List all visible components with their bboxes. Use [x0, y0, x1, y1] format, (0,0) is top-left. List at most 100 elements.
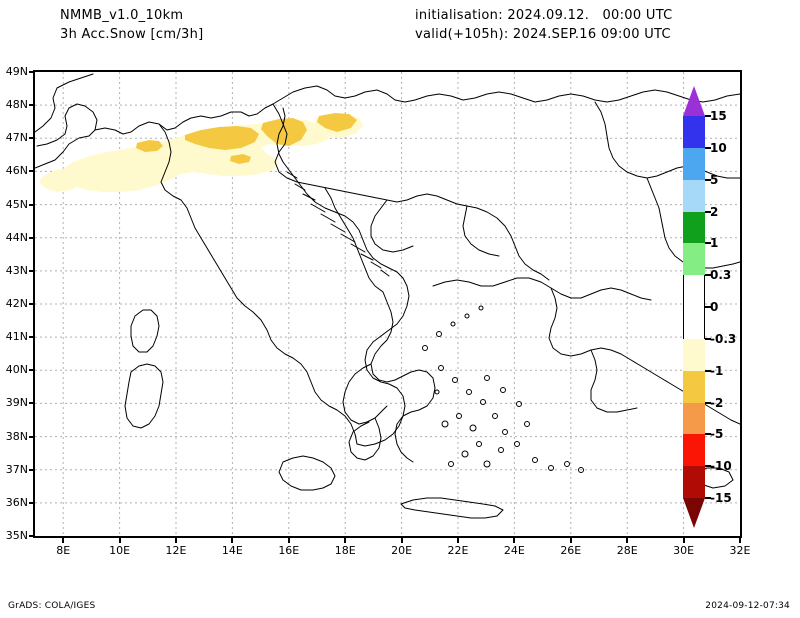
lon-tick-22E: 22E	[447, 544, 469, 557]
lat-tick-48N: 48N	[5, 98, 28, 112]
colorbar-band-9	[683, 402, 705, 435]
colorbar-band-8	[683, 370, 705, 403]
model-name-line: NMMB_v1.0_10km	[60, 8, 184, 23]
colorbar-tick-mark	[705, 369, 711, 372]
snow-core-golden-far-east	[317, 113, 357, 132]
colorbar-label-neg15: -15	[710, 491, 732, 505]
lat-tick-mark	[29, 203, 34, 206]
lat-tick-43N: 43N	[5, 263, 28, 277]
colorbar-label-neg5: -5	[710, 427, 724, 442]
colorbar-band-1	[683, 147, 705, 181]
lon-tick-mark	[287, 538, 290, 543]
lat-tick-mark	[29, 535, 34, 537]
lon-tick-mark	[344, 538, 347, 543]
colorbar-tick-mark	[705, 306, 711, 308]
colorbar-label-neg1: -1	[710, 363, 724, 378]
lat-tick-mark	[29, 104, 34, 107]
colorbar-zero-outline	[683, 275, 705, 339]
colorbar-label-neg0p3: -0.3	[710, 331, 737, 346]
lon-tick-20E: 20E	[391, 544, 413, 557]
lon-tick-mark	[569, 538, 572, 543]
lon-tick-30E: 30E	[673, 544, 695, 557]
colorbar-band-6	[683, 307, 705, 340]
lon-tick-mark	[513, 538, 516, 543]
colorbar-band-5	[683, 275, 705, 308]
lon-tick-14E: 14E	[221, 544, 243, 557]
lon-tick-mark	[62, 538, 65, 543]
valid-time-line: valid(+105h): 2024.SEP.16 09:00 UTC	[415, 27, 671, 42]
colorbar-band-0	[683, 116, 705, 149]
lat-tick-40N: 40N	[5, 363, 28, 377]
colorbar-band-3	[683, 211, 705, 244]
lat-tick-39N: 39N	[5, 396, 28, 410]
lat-tick-36N: 36N	[5, 495, 28, 509]
colorbar-band-10	[683, 434, 705, 467]
colorbar-tick-mark	[705, 401, 711, 404]
colorbar-tick-mark	[705, 337, 711, 340]
colorbar-tick-mark	[705, 210, 711, 213]
lat-tick-35N: 35N	[5, 529, 28, 542]
lon-tick-18E: 18E	[334, 544, 356, 557]
colorbar-label-neg2: -2	[710, 395, 724, 410]
lon-tick-mark	[626, 538, 629, 543]
colorbar-band-7	[683, 338, 705, 372]
lon-tick-12E: 12E	[165, 544, 187, 557]
lat-tick-mark	[29, 71, 34, 73]
lon-tick-mark	[682, 538, 685, 543]
colorbar-tick-mark	[705, 274, 711, 277]
colorbar-tick-mark	[705, 465, 711, 468]
colorbar-label-0: 0	[710, 300, 719, 314]
lat-tick-41N: 41N	[5, 330, 28, 344]
lat-tick-mark	[29, 137, 34, 140]
lat-tick-mark	[29, 236, 34, 239]
colorbar-band-2	[683, 179, 705, 212]
colorbar-legend[interactable]	[683, 86, 705, 528]
snow-shading-layer	[39, 113, 363, 192]
lon-tick-mark	[457, 538, 459, 543]
model-header-block: NMMB_v1.0_10km 3h Acc.Snow [cm/3h]	[60, 6, 360, 44]
colorbar-bottom-arrow	[683, 498, 705, 528]
lat-tick-38N: 38N	[5, 429, 28, 443]
lat-tick-49N: 49N	[5, 65, 28, 78]
colorbar-label-5: 5	[710, 172, 719, 187]
lat-tick-mark	[29, 336, 34, 339]
coastline-border-layer	[35, 73, 740, 519]
colorbar-tick-mark	[705, 497, 711, 499]
model-field-line: 3h Acc.Snow [cm/3h]	[60, 27, 204, 42]
snow-core-golden-main	[185, 126, 259, 150]
colorbar-tick-mark	[705, 178, 711, 181]
lon-tick-16E: 16E	[278, 544, 300, 557]
colorbar-tick-mark	[705, 146, 711, 149]
run-time-header-block: initialisation: 2024.09.12. 00:00 UTC va…	[415, 6, 795, 44]
lat-tick-47N: 47N	[5, 131, 28, 145]
colorbar-top-arrow	[683, 86, 705, 116]
lon-tick-32E: 32E	[729, 544, 751, 557]
lat-tick-mark	[29, 402, 34, 405]
lat-tick-37N: 37N	[5, 462, 28, 476]
lon-tick-28E: 28E	[616, 544, 638, 557]
map-vector-layer	[35, 72, 740, 536]
lat-tick-44N: 44N	[5, 230, 28, 244]
lon-tick-mark	[175, 538, 177, 543]
initialisation-line: initialisation: 2024.09.12. 00:00 UTC	[415, 8, 673, 23]
footer-timestamp: 2024-09-12-07:34	[705, 601, 790, 611]
map-plot-area	[33, 70, 742, 538]
snow-band-pale	[63, 120, 331, 192]
lon-tick-24E: 24E	[503, 544, 525, 557]
map-canvas	[35, 72, 740, 536]
colorbar-band-11	[683, 466, 705, 499]
lat-tick-42N: 42N	[5, 297, 28, 310]
lon-tick-mark	[231, 538, 234, 543]
lat-tick-mark	[29, 501, 34, 504]
colorbar-band-4	[683, 243, 705, 276]
lat-tick-mark	[29, 468, 34, 471]
lat-tick-mark	[29, 435, 34, 438]
snow-patch-pale-west	[39, 168, 87, 192]
snow-core-golden-east	[261, 118, 307, 146]
colorbar-tick-mark	[705, 433, 711, 436]
colorbar-tick-mark	[705, 242, 711, 245]
lon-tick-mark	[739, 538, 741, 543]
colorbar-label-0p3: 0.3	[710, 268, 732, 283]
lat-tick-46N: 46N	[5, 164, 28, 178]
colorbar-label-neg10: -10	[710, 459, 732, 474]
